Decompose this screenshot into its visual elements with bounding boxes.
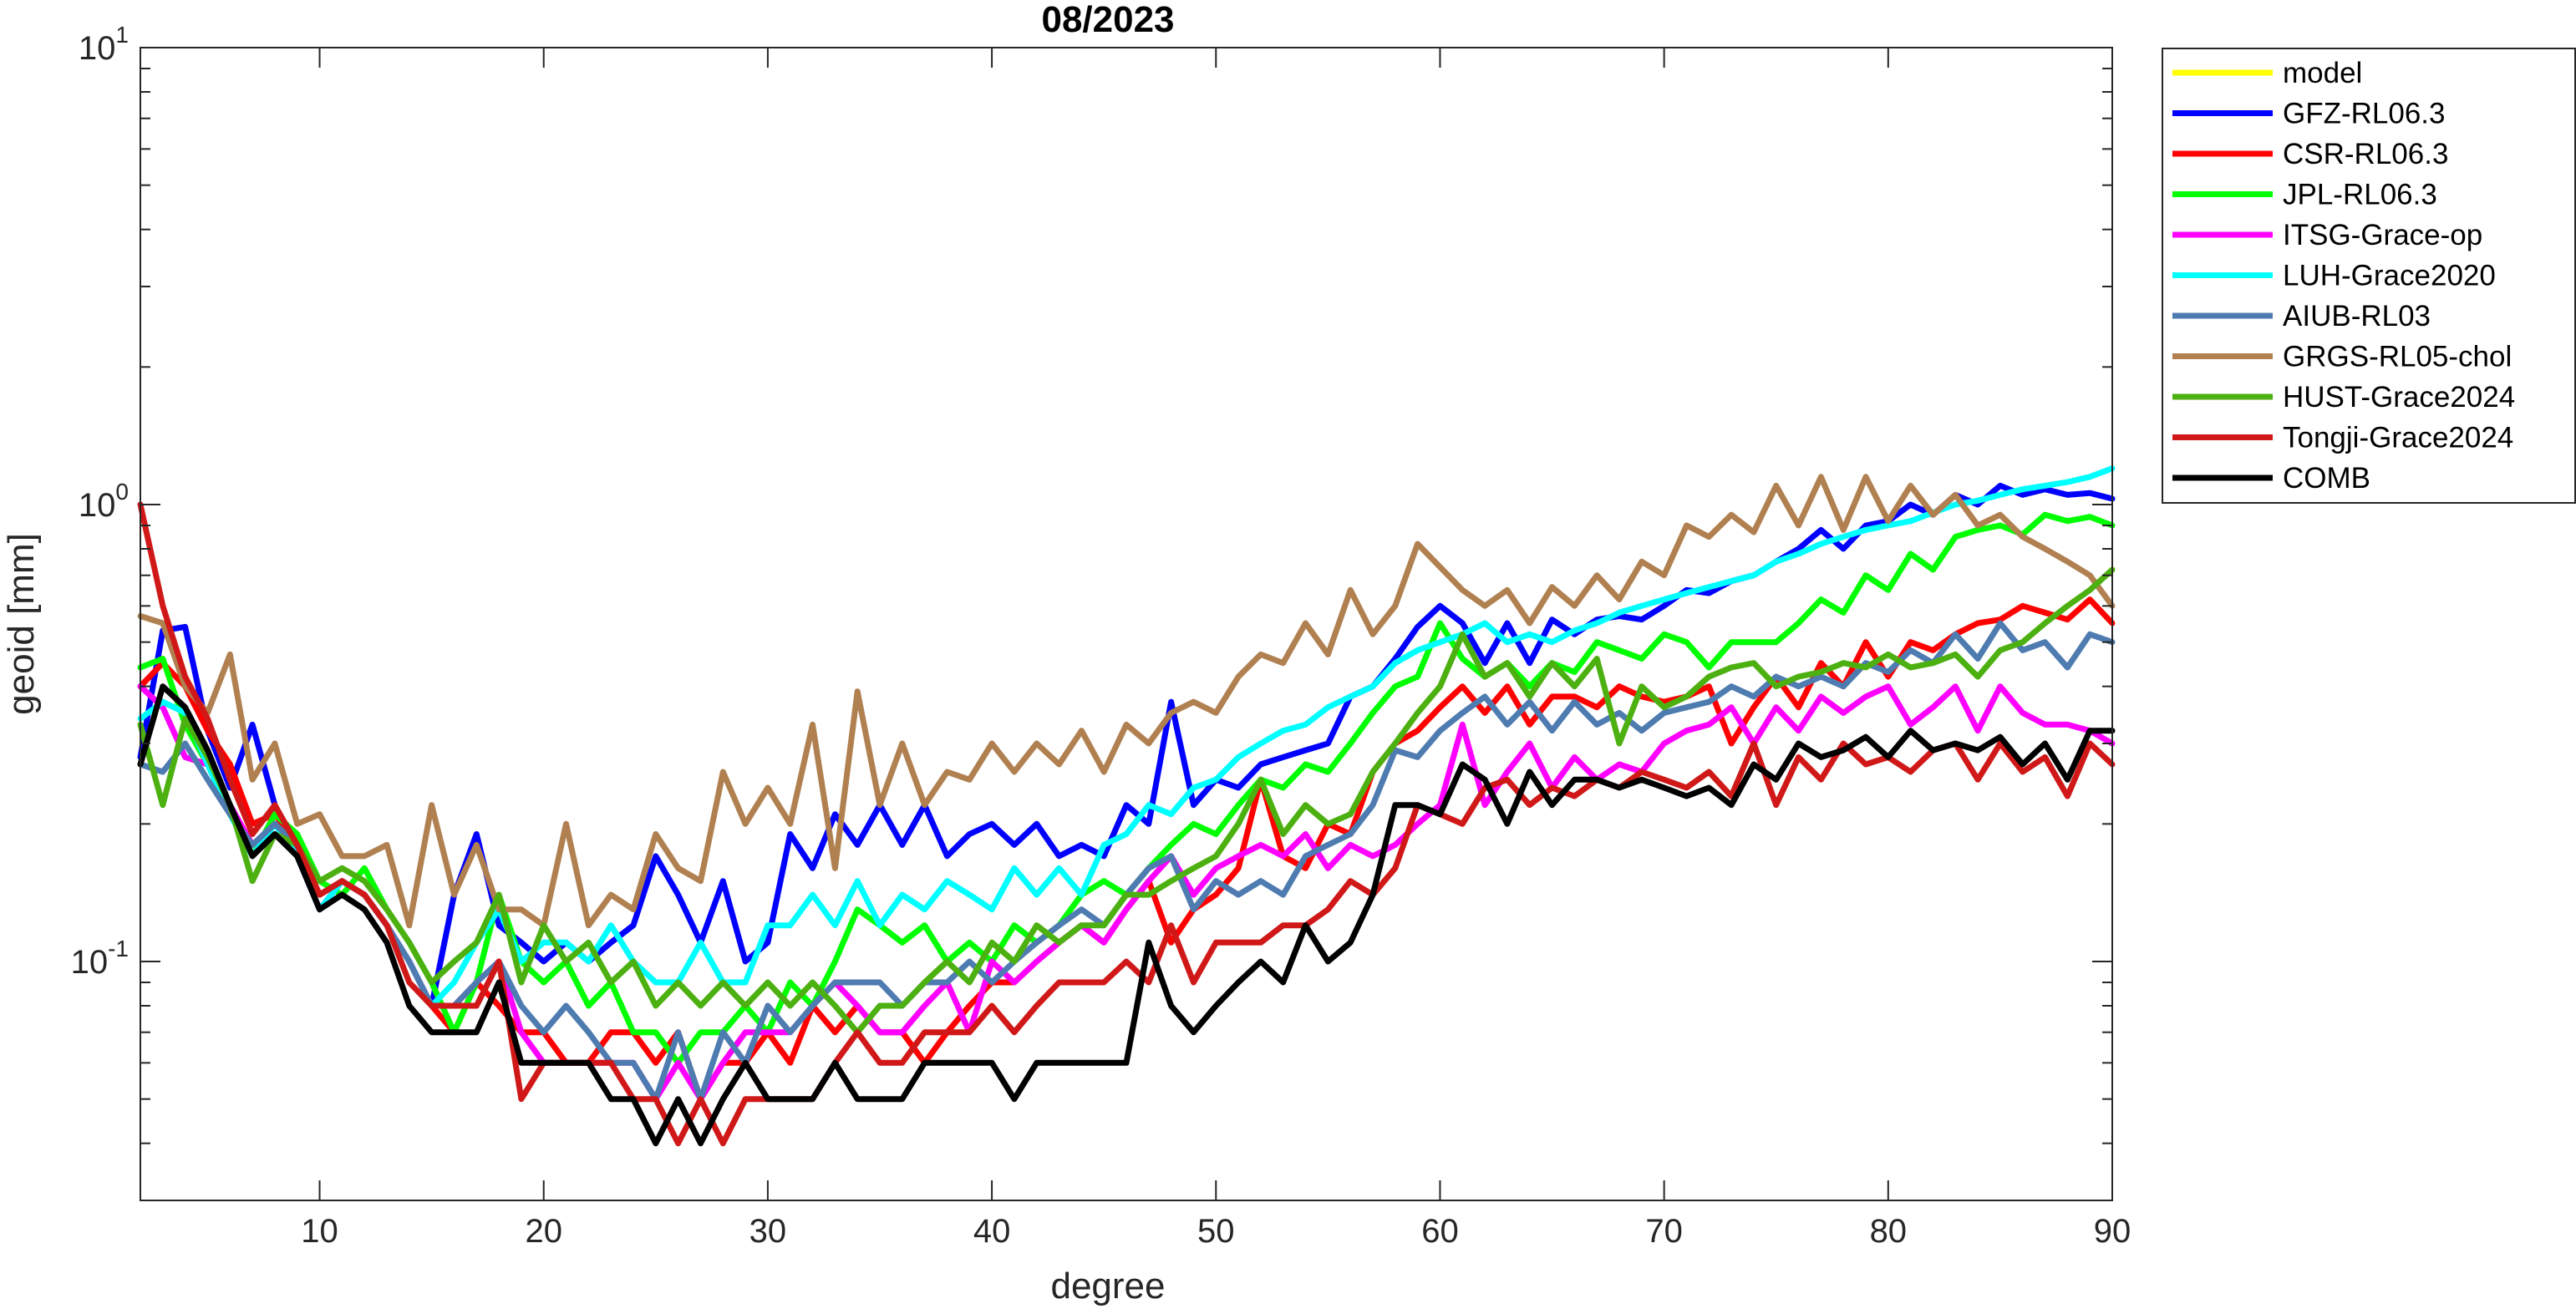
- legend: model GFZ-RL06.3 CSR-RL06.3 JPL-RL06.3 ITSG-…: [2162, 48, 2576, 504]
- y-tick-label: 100: [79, 479, 129, 524]
- x-tick-label: 90: [2094, 1213, 2131, 1250]
- legend-label: AIUB-RL03: [2283, 300, 2431, 332]
- x-tick-label: 40: [973, 1213, 1011, 1250]
- x-tick-label: 70: [1645, 1213, 1683, 1250]
- plot-area: [137, 465, 2116, 1147]
- x-tick-label: 20: [525, 1213, 562, 1250]
- y-tick-label: 10-1: [71, 936, 129, 981]
- legend-label: CSR-RL06.3: [2283, 138, 2448, 170]
- y-axis: 10-1 100 101: [71, 22, 2112, 1201]
- series-line-comb: [137, 683, 2116, 1147]
- series-line-tongji-grace2024: [137, 501, 2116, 1147]
- series-line-gfz-rl06-3: [137, 482, 2116, 1009]
- legend-label: ITSG-Grace-op: [2283, 219, 2482, 251]
- legend-label: Tongji-Grace2024: [2283, 422, 2513, 454]
- legend-label: JPL-RL06.3: [2283, 179, 2437, 211]
- series-line-aiub-rl03: [137, 620, 2116, 1103]
- chart-title: 08/2023: [1041, 0, 1174, 40]
- x-tick-label: 50: [1197, 1213, 1235, 1250]
- x-axis: 10 20 30 40 50 60 70 80 90: [301, 48, 2131, 1250]
- x-tick-label: 80: [1870, 1213, 1908, 1250]
- y-tick-label: 101: [79, 22, 129, 67]
- series-line-hust-grace2024: [137, 566, 2116, 1036]
- legend-label: GFZ-RL06.3: [2283, 98, 2446, 130]
- x-tick-label: 30: [749, 1213, 787, 1250]
- axes-box: [140, 47, 2113, 1201]
- x-tick-label: 10: [301, 1213, 338, 1250]
- series-line-luh-grace2020: [137, 465, 2116, 1009]
- legend-label: GRGS-RL05-chol: [2283, 341, 2512, 373]
- legend-label: model: [2283, 57, 2362, 89]
- series-line-grgs-rl05-chol: [137, 474, 2116, 929]
- legend-label: LUH-Grace2020: [2283, 260, 2496, 292]
- legend-label: HUST-Grace2024: [2283, 381, 2515, 414]
- y-axis-label: geoid [mm]: [1, 533, 42, 715]
- x-tick-label: 60: [1421, 1213, 1459, 1250]
- legend-label: COMB: [2283, 462, 2370, 495]
- x-axis-label: degree: [1050, 1266, 1165, 1306]
